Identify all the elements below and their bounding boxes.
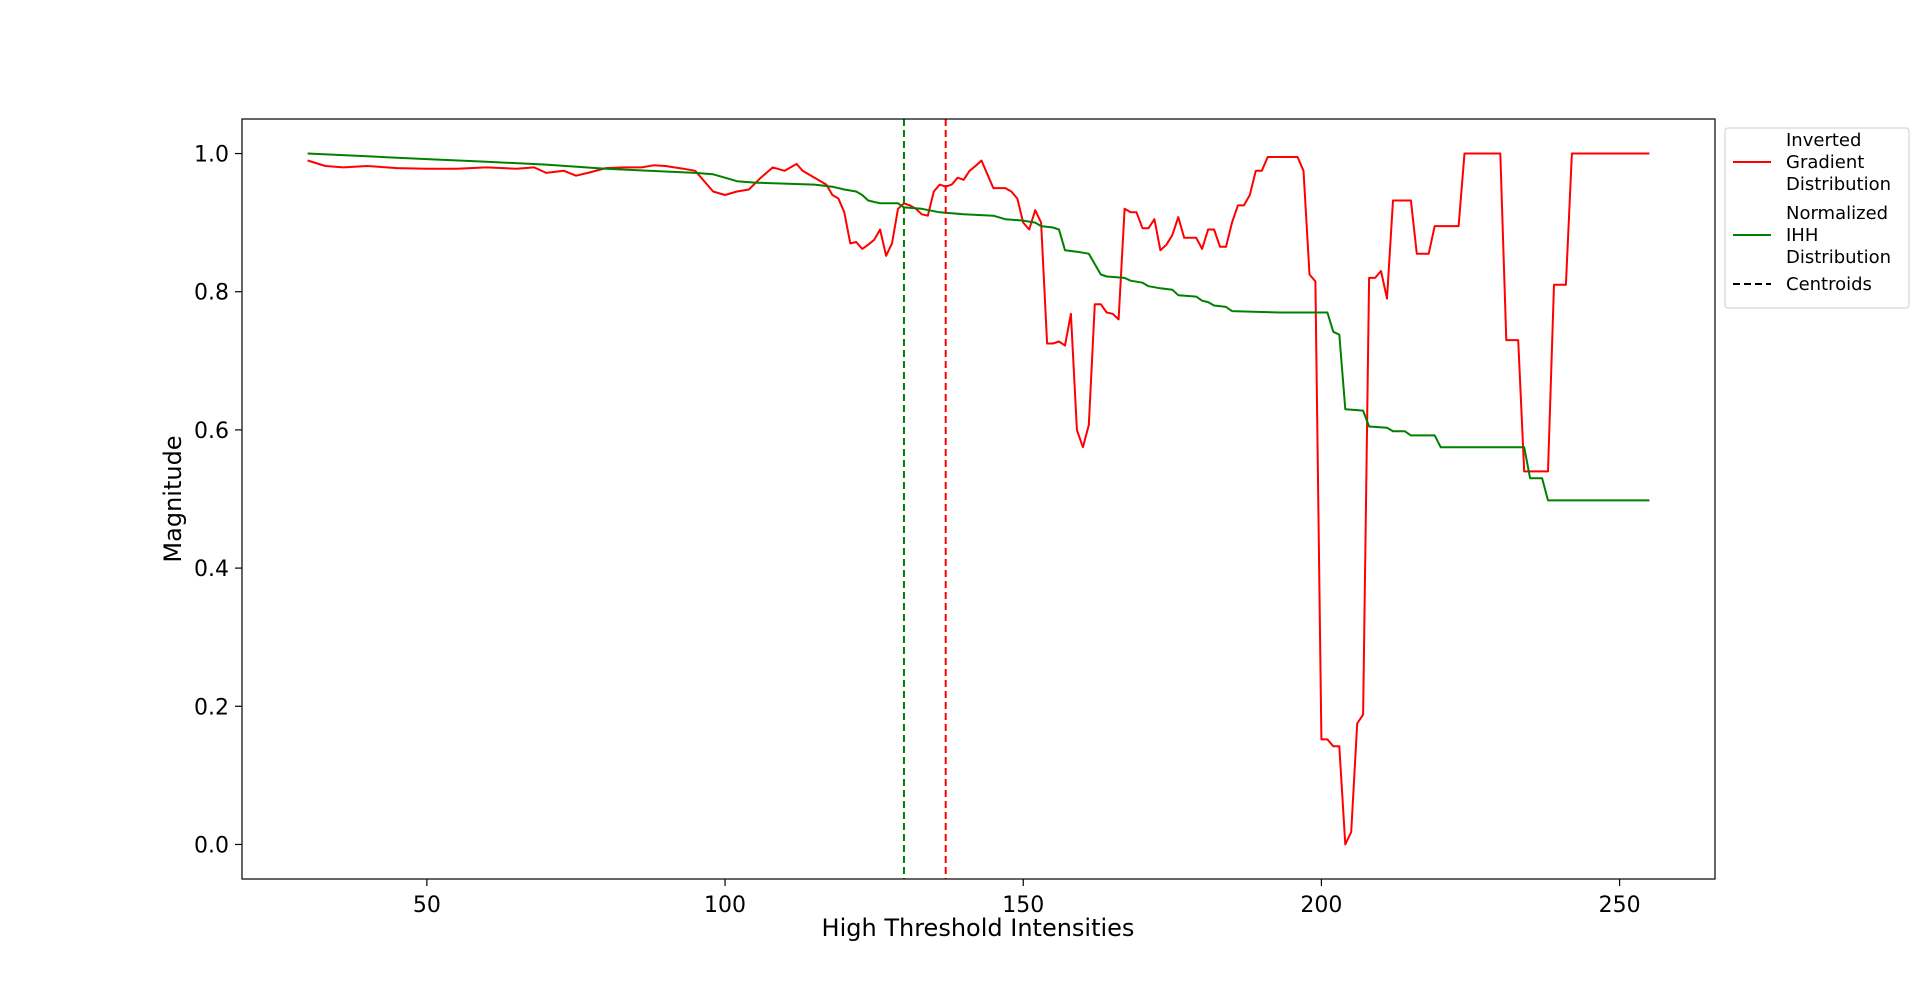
legend-label-1: Distribution bbox=[1786, 174, 1891, 195]
y-tick-label: 0.8 bbox=[194, 281, 229, 306]
legend-label-2: Normalized bbox=[1786, 203, 1888, 224]
legend-box bbox=[1724, 127, 1910, 309]
y-axis-label: Magnitude bbox=[159, 435, 187, 562]
legend-label-1: Gradient bbox=[1786, 152, 1864, 173]
plot-area bbox=[241, 118, 1716, 880]
x-tick-label: 100 bbox=[704, 893, 746, 918]
x-axis-label: High Threshold Intensities bbox=[822, 914, 1135, 942]
axes-frame bbox=[241, 118, 1716, 880]
series-line-1 bbox=[307, 152, 1650, 846]
x-tick-label: 50 bbox=[413, 893, 441, 918]
series-layer bbox=[307, 119, 1650, 879]
legend-label-2: IHH bbox=[1786, 225, 1818, 246]
y-tick-label: 0.0 bbox=[194, 833, 229, 858]
legend-label-2: Distribution bbox=[1786, 247, 1891, 268]
y-tick-label: 1.0 bbox=[194, 143, 229, 168]
legend-label-1: Inverted bbox=[1786, 130, 1861, 151]
x-axis-ticks: 50 100 150 200 250 bbox=[413, 879, 1641, 918]
series-line-2 bbox=[307, 152, 1650, 502]
legend: InvertedGradientDistributionNormalizedIH… bbox=[1724, 127, 1910, 309]
legend-label-3: Centroids bbox=[1786, 274, 1872, 295]
x-tick-label: 150 bbox=[1002, 893, 1044, 918]
y-tick-label: 0.2 bbox=[194, 695, 229, 720]
y-axis-ticks: 0.0 0.2 0.4 0.6 0.8 1.0 bbox=[194, 143, 242, 858]
x-tick-label: 250 bbox=[1599, 893, 1641, 918]
y-tick-label: 0.4 bbox=[194, 557, 229, 582]
x-tick-label: 200 bbox=[1300, 893, 1342, 918]
y-tick-label: 0.6 bbox=[194, 419, 229, 444]
